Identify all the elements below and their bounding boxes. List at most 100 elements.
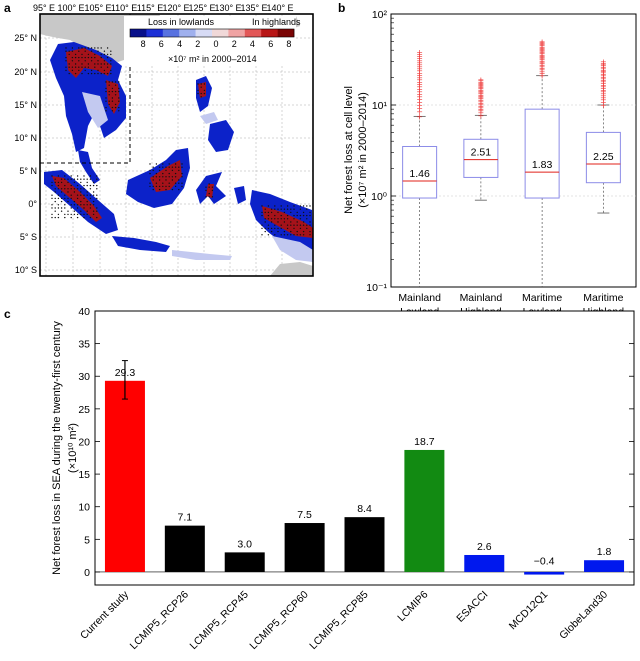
significance-dot bbox=[277, 230, 279, 233]
significance-dot bbox=[165, 179, 167, 181]
significance-dot bbox=[78, 60, 80, 62]
significance-dot bbox=[100, 56, 102, 59]
legend-tick-label: 0 bbox=[213, 39, 218, 49]
box-outlier: + bbox=[600, 75, 607, 84]
significance-dot bbox=[274, 218, 276, 220]
significance-dot bbox=[111, 81, 114, 83]
significance-dot bbox=[74, 53, 77, 56]
significance-dot bbox=[293, 234, 295, 236]
significance-dot bbox=[90, 47, 93, 49]
significance-dot bbox=[96, 216, 98, 219]
significance-dot bbox=[108, 94, 110, 96]
panel-c-xtick-label: LCMIP5_RCP60 bbox=[247, 589, 310, 652]
significance-dot bbox=[54, 210, 56, 212]
significance-dot bbox=[264, 218, 266, 220]
legend-color-cell bbox=[261, 29, 278, 37]
longitude-label: 120° E bbox=[162, 3, 189, 13]
significance-dot bbox=[286, 227, 289, 230]
significance-dot bbox=[73, 213, 76, 216]
significance-dot bbox=[302, 221, 305, 223]
significance-dot bbox=[78, 50, 80, 52]
significance-dot bbox=[96, 175, 98, 177]
latitude-label: 20° N bbox=[14, 67, 37, 77]
significance-dot bbox=[106, 47, 109, 49]
land-new-guinea-south bbox=[272, 236, 313, 262]
significance-dot bbox=[178, 166, 180, 168]
box-median-label: 1.46 bbox=[409, 168, 430, 180]
box-median-label: 2.51 bbox=[471, 147, 492, 159]
significance-dot bbox=[299, 224, 302, 226]
significance-dot bbox=[299, 205, 302, 207]
box-outlier: + bbox=[478, 92, 485, 101]
box-outlier: + bbox=[416, 112, 423, 121]
legend-ticks: 8 6 4 2 0 2 4 6 8 bbox=[141, 39, 292, 49]
significance-dot bbox=[74, 56, 77, 59]
significance-dot bbox=[57, 207, 60, 209]
significance-dot bbox=[87, 63, 90, 65]
significance-dot bbox=[261, 214, 263, 217]
significance-dot bbox=[80, 181, 82, 184]
latitude-label: 10° S bbox=[15, 265, 37, 275]
significance-dot bbox=[97, 72, 99, 75]
significance-dot bbox=[83, 213, 85, 216]
bar-value-label: 2.6 bbox=[477, 541, 492, 553]
significance-dot bbox=[74, 63, 77, 65]
box-outlier: + bbox=[416, 76, 423, 85]
significance-dot bbox=[76, 213, 79, 216]
box-outlier: + bbox=[539, 72, 546, 81]
significance-dot bbox=[51, 194, 53, 196]
significance-dot bbox=[60, 181, 63, 184]
significance-dot bbox=[76, 197, 79, 200]
significance-dot bbox=[67, 181, 69, 184]
significance-dot bbox=[106, 72, 109, 75]
significance-dot bbox=[306, 205, 308, 207]
box-outlier: + bbox=[416, 93, 423, 102]
significance-dot bbox=[67, 213, 69, 216]
panel-c-xtick-label: LCMIP6 bbox=[395, 589, 430, 624]
legend-color-cell bbox=[228, 29, 246, 37]
box-outlier: + bbox=[416, 65, 423, 74]
significance-dot bbox=[203, 92, 206, 95]
significance-dot bbox=[73, 191, 76, 193]
significance-dot bbox=[149, 185, 151, 188]
significance-dot bbox=[261, 234, 263, 236]
significance-dot bbox=[90, 69, 93, 72]
box-outlier: + bbox=[600, 98, 607, 107]
significance-dot bbox=[76, 207, 79, 209]
significance-dot bbox=[290, 211, 292, 214]
significance-dot bbox=[108, 90, 110, 93]
panel-b-ytick-label: 10⁻¹ bbox=[366, 282, 387, 294]
significance-dot bbox=[89, 194, 92, 196]
significance-dot bbox=[90, 50, 93, 52]
significance-dot bbox=[158, 176, 161, 178]
significance-dot bbox=[103, 60, 106, 62]
significance-dot bbox=[54, 197, 56, 200]
significance-dot bbox=[97, 63, 99, 65]
significance-dot bbox=[168, 182, 170, 184]
panel-c-letter: c bbox=[4, 307, 11, 321]
bar-lcmip5-rcp60 bbox=[284, 523, 325, 572]
box-outlier: + bbox=[478, 99, 485, 108]
significance-dot bbox=[108, 100, 110, 102]
significance-dot bbox=[270, 230, 273, 233]
legend-tick-label: 4 bbox=[177, 39, 182, 49]
significance-dot bbox=[155, 185, 158, 188]
significance-dot bbox=[286, 224, 289, 226]
significance-dot bbox=[277, 227, 279, 230]
significance-dot bbox=[97, 47, 99, 49]
box-outlier: + bbox=[478, 78, 485, 87]
panel-c-ytick-label: 30 bbox=[78, 371, 90, 383]
significance-dot bbox=[105, 97, 107, 99]
legend-tick-label: 8 bbox=[141, 39, 146, 49]
panel-b-plot-area: 10⁻¹10⁰10¹10²+++++++++++++++++++++++++++… bbox=[366, 9, 637, 318]
bar-value-label: 1.8 bbox=[597, 546, 612, 558]
significance-dot bbox=[158, 179, 161, 181]
significance-dot bbox=[68, 50, 70, 52]
significance-dot bbox=[280, 218, 282, 220]
longitude-label: 105° E bbox=[84, 3, 111, 13]
significance-dot bbox=[162, 182, 164, 184]
significance-dot bbox=[87, 72, 90, 75]
box-outlier: + bbox=[478, 86, 485, 95]
significance-dot bbox=[57, 184, 60, 187]
significance-dot bbox=[211, 189, 214, 192]
